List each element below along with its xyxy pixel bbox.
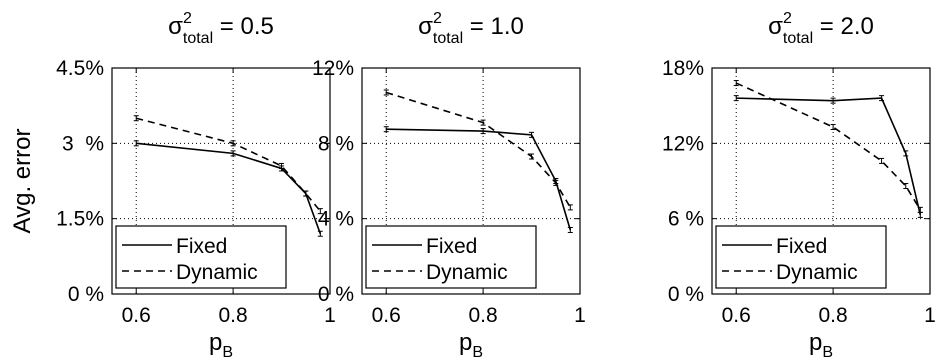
chart-title: σ2 total = 1.0 — [418, 10, 524, 47]
legend-label-dynamic: Dynamic — [426, 261, 508, 284]
x-axis-label-subscript: B — [222, 344, 233, 360]
legend-box — [115, 225, 287, 289]
title-value: = 0.5 — [213, 13, 274, 40]
chart-title: σ2 total = 0.5 — [168, 10, 274, 47]
y-tick-label: 3 % — [62, 132, 104, 155]
chart-panel-3: 0.6 0.8 1 0 % 6 % 12% 18% σ2 total = 2.0 pB Fixed D… — [662, 10, 936, 360]
plot-frame — [711, 67, 931, 295]
y-tick-label: 0 % — [668, 283, 704, 306]
y-tick-label: 4.5% — [56, 57, 104, 80]
series-line-fixed — [136, 142, 322, 235]
y-tick-label: 8 % — [318, 132, 354, 155]
x-tick-label: 0.6 — [722, 304, 751, 327]
x-tick-label: 0.8 — [469, 304, 498, 327]
y-tick-label: 4 % — [318, 208, 354, 231]
legend-label-dynamic: Dynamic — [776, 261, 858, 284]
title-symbol: σ — [418, 13, 433, 40]
x-axis-label: pB — [209, 329, 233, 360]
legend: Fixed Dynamic — [115, 225, 287, 289]
legend-box — [715, 225, 887, 289]
series-line-fixed — [386, 128, 572, 231]
title-subscript: total — [433, 30, 463, 47]
y-tick-label: 12% — [662, 132, 704, 155]
legend-label-fixed: Fixed — [776, 235, 827, 258]
x-tick-label: 0.8 — [819, 304, 848, 327]
x-tick-label: 1 — [574, 304, 586, 327]
title-superscript: 2 — [783, 10, 792, 27]
legend-label-dynamic: Dynamic — [176, 261, 258, 284]
x-axis-label-main: p — [809, 329, 822, 356]
chart-panel-2: 0.6 0.8 10 %4 %8 %12%σ2 total = 1.0pBFixedD… — [312, 10, 586, 360]
x-axis-label: pB — [459, 329, 483, 360]
x-axis-label-main: p — [209, 329, 222, 356]
y-tick-label: 0 % — [68, 283, 104, 306]
title-value: = 2.0 — [813, 13, 874, 40]
y-tick-label: 6 % — [668, 208, 704, 231]
series-line-fixed — [736, 97, 922, 216]
y-tick-label: 1.5% — [56, 208, 104, 231]
chart-title: σ2 total = 2.0 — [768, 10, 874, 47]
y-axis-label: Avg. error — [9, 129, 36, 234]
x-tick-label: 0.8 — [219, 304, 248, 327]
title-subscript: total — [783, 30, 813, 47]
legend-label-fixed: Fixed — [426, 235, 477, 258]
x-tick-label: 0.6 — [372, 304, 401, 327]
plot-frame — [361, 67, 581, 295]
legend-label-fixed: Fixed — [176, 235, 227, 258]
series-line-dynamic — [385, 91, 571, 208]
y-tick-label: 12% — [312, 57, 354, 80]
title-symbol: σ — [768, 13, 783, 40]
title-subscript: total — [183, 30, 213, 47]
x-tick-label: 1 — [924, 304, 936, 327]
legend-box — [365, 225, 537, 289]
title-symbol: σ — [168, 13, 183, 40]
chart-panel-1: 0.6 0.8 1 0 % 1.5% 3 % 4.5% σ2 total = 0.5 pB Fixe… — [56, 10, 336, 360]
x-tick-label: 0.6 — [122, 304, 151, 327]
x-axis-label-main: p — [459, 329, 472, 356]
title-value: = 1.0 — [463, 13, 524, 40]
x-axis-label: pB — [809, 329, 833, 360]
x-axis-label-subscript: B — [472, 344, 483, 360]
x-axis-label-subscript: B — [822, 344, 833, 360]
plot-frame — [111, 67, 331, 295]
series-line-dynamic — [735, 82, 921, 211]
y-tick-label: 18% — [662, 57, 704, 80]
title-superscript: 2 — [433, 10, 442, 27]
legend: Fixed Dynamic — [715, 225, 887, 289]
title-superscript: 2 — [183, 10, 192, 27]
y-tick-label: 0 % — [318, 283, 354, 306]
series-line-dynamic — [136, 117, 321, 212]
legend: Fixed Dynamic — [365, 225, 537, 289]
x-tick-label: 1 — [324, 304, 336, 327]
